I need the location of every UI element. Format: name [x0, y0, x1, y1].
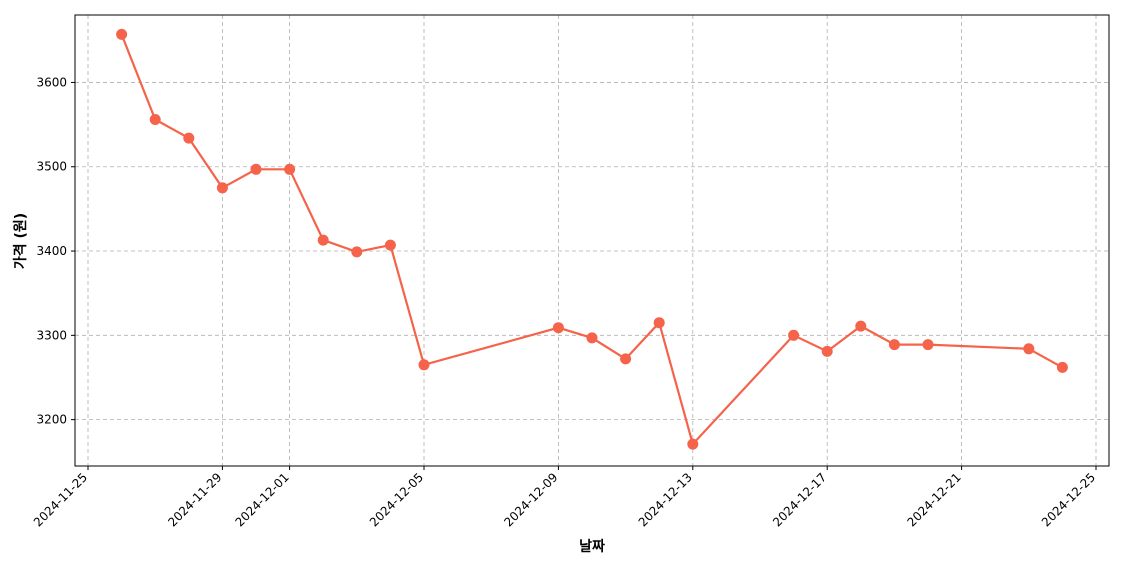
y-axis: 3200 3300 3400 3500 3600 [36, 75, 75, 427]
x-tick-label: 2024-12-21 [905, 470, 964, 529]
data-point [552, 322, 564, 334]
x-tick-label: 2024-11-29 [165, 470, 224, 529]
x-axis-title: 날짜 [579, 539, 605, 555]
y-tick-label: 3400 [36, 244, 67, 258]
grid [75, 15, 1109, 466]
data-point [216, 182, 228, 194]
data-point [888, 339, 900, 351]
series-line [120, 33, 1063, 447]
data-point [855, 320, 867, 332]
y-tick-label: 3600 [36, 75, 67, 89]
data-point [183, 132, 195, 144]
x-tick-label: 2024-12-25 [1039, 470, 1098, 529]
y-tick-label: 3300 [36, 328, 67, 342]
y-tick-label: 3500 [36, 160, 67, 174]
data-point [351, 246, 363, 258]
y-axis-title: 가격 (원) [12, 213, 29, 269]
x-axis: 2024-11-25 2024-11-29 2024-12-01 2024-12-05… [31, 466, 1098, 529]
data-point [116, 28, 128, 40]
x-tick-label: 2024-12-05 [367, 470, 426, 529]
data-point [250, 163, 262, 175]
data-point [1023, 343, 1035, 355]
data-point [653, 317, 665, 329]
data-point [384, 239, 396, 251]
y-tick-label: 3200 [36, 413, 67, 427]
data-point [149, 114, 161, 125]
data-point [317, 234, 329, 246]
x-tick-label: 2024-12-09 [501, 470, 560, 529]
plot-frame [74, 14, 1110, 467]
data-point [620, 353, 632, 365]
x-tick-label: 2024-12-01 [233, 470, 292, 529]
x-tick-label: 2024-11-25 [31, 470, 90, 529]
x-tick-label: 2024-12-17 [770, 470, 829, 529]
x-tick-label: 2024-12-13 [636, 470, 695, 529]
data-point [788, 329, 800, 341]
data-point [586, 332, 598, 344]
data-point [922, 339, 934, 351]
data-point [1056, 361, 1068, 373]
data-point [687, 438, 699, 450]
data-point [821, 345, 833, 357]
data-point [284, 163, 296, 175]
data-points [116, 28, 1068, 450]
data-point [418, 359, 430, 371]
